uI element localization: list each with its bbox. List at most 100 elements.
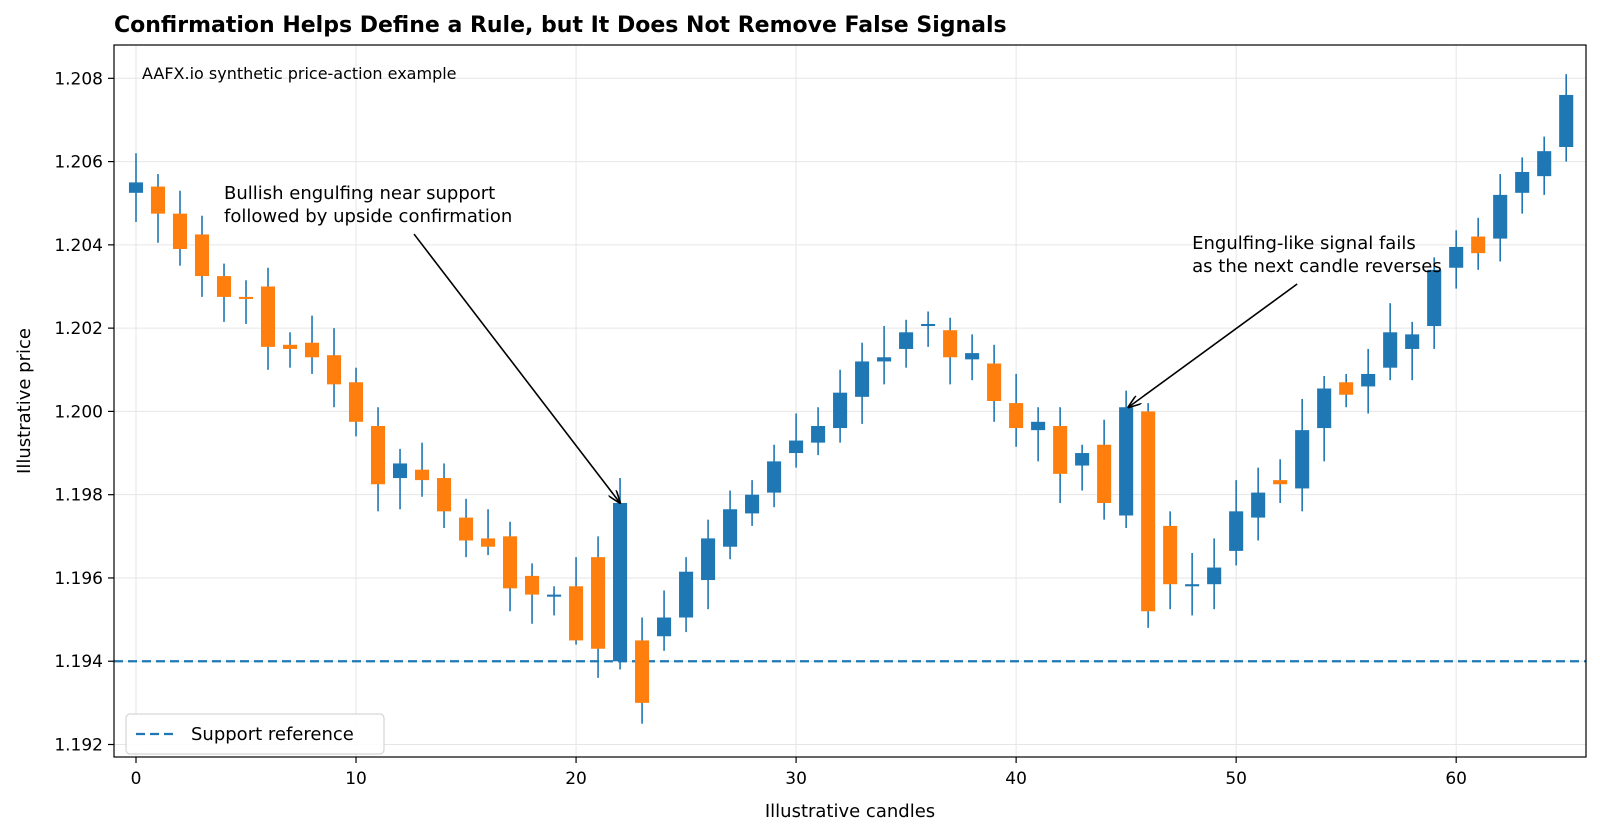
candle-body-up (965, 353, 980, 360)
candle (987, 344, 1002, 422)
candle-body-up (1317, 388, 1332, 429)
candle-body-up (811, 425, 826, 443)
candle (1141, 403, 1156, 628)
candle-body-down (635, 640, 650, 703)
candle-body-up (833, 392, 848, 429)
candle (1317, 376, 1332, 462)
candle-body-up (745, 494, 760, 514)
candle (1031, 407, 1046, 462)
candle (1515, 157, 1530, 214)
candle (635, 617, 650, 724)
candle-body-down (569, 586, 584, 641)
candle-body-down (150, 186, 166, 214)
x-tick-label: 30 (785, 769, 807, 789)
candle (128, 153, 144, 222)
candle-body-up (1427, 269, 1442, 327)
candle (855, 342, 870, 424)
candle-body-up (613, 503, 628, 662)
candle-body-up (701, 538, 716, 581)
candle (172, 190, 188, 266)
candle (811, 407, 826, 456)
candle (304, 315, 320, 374)
candle (921, 311, 936, 347)
candle-body-down (172, 213, 188, 250)
candle (481, 509, 496, 556)
candle-body-up (723, 509, 738, 547)
candle (965, 334, 980, 381)
candle-body-down (1141, 411, 1156, 612)
candle (370, 407, 386, 512)
candle-body-up (1537, 151, 1552, 177)
candle (877, 326, 892, 385)
candle-body-down (1339, 382, 1354, 395)
y-tick-label: 1.196 (54, 569, 103, 589)
candle-body-down (459, 517, 474, 541)
candle-body-down (503, 536, 518, 589)
candle (1449, 230, 1464, 289)
candle-body-down (326, 355, 342, 385)
candle (1537, 136, 1552, 195)
y-tick-label: 1.202 (54, 319, 103, 339)
candle (943, 317, 958, 385)
candle (260, 267, 276, 370)
annotation-arrow (413, 233, 620, 503)
candle-body-up (1185, 584, 1200, 587)
candle (1119, 390, 1134, 528)
candle (282, 332, 298, 368)
candle-body-down (348, 382, 364, 422)
candle-body-up (899, 332, 914, 349)
annotation-text: as the next candle reverses (1192, 256, 1442, 277)
candle (525, 563, 540, 624)
candle (216, 263, 232, 322)
candle (701, 519, 716, 610)
x-tick-label: 10 (345, 769, 367, 789)
candle-body-up (392, 463, 408, 479)
legend-box (125, 713, 385, 755)
candle (1339, 373, 1354, 408)
x-axis-label: Illustrative candles (765, 801, 935, 822)
candle (1009, 373, 1024, 447)
candle-body-up (1229, 511, 1244, 551)
y-axis-label: Illustrative price (14, 328, 35, 474)
candle (1185, 552, 1200, 616)
y-tick-label: 1.206 (54, 153, 103, 173)
candle (547, 586, 562, 616)
candle-body-down (1097, 444, 1112, 504)
candle-body-up (1119, 407, 1134, 516)
candle-body-down (194, 234, 210, 277)
candle-body-up (767, 461, 782, 493)
candle (1471, 217, 1486, 270)
candle-body-up (789, 440, 804, 454)
candle-body-down (481, 538, 496, 547)
candle (1427, 257, 1442, 349)
candle-body-down (415, 469, 430, 481)
x-tick-label: 60 (1445, 769, 1467, 789)
candle (503, 521, 518, 612)
candle-body-down (591, 557, 606, 649)
candle-body-up (1449, 246, 1464, 268)
candle-body-down (260, 286, 276, 347)
candle-body-up (921, 323, 936, 327)
candle (150, 174, 166, 243)
candle-body-down (943, 330, 958, 358)
candle (459, 498, 474, 558)
candle-body-down (304, 342, 320, 358)
candle (767, 444, 782, 508)
y-tick-label: 1.194 (54, 652, 103, 672)
y-tick-label: 1.208 (54, 69, 103, 89)
candle-body-down (238, 296, 254, 299)
legend-label: Support reference (191, 724, 354, 745)
candle-body-down (1471, 236, 1486, 254)
candle-body-up (1493, 194, 1508, 239)
legend: Support reference (125, 713, 385, 755)
candle-body-up (547, 594, 562, 597)
candle-body-up (1251, 492, 1266, 518)
x-tick-label: 20 (565, 769, 587, 789)
candle-body-up (1515, 171, 1530, 193)
x-tick-label: 0 (131, 769, 142, 789)
candle (1075, 444, 1090, 491)
